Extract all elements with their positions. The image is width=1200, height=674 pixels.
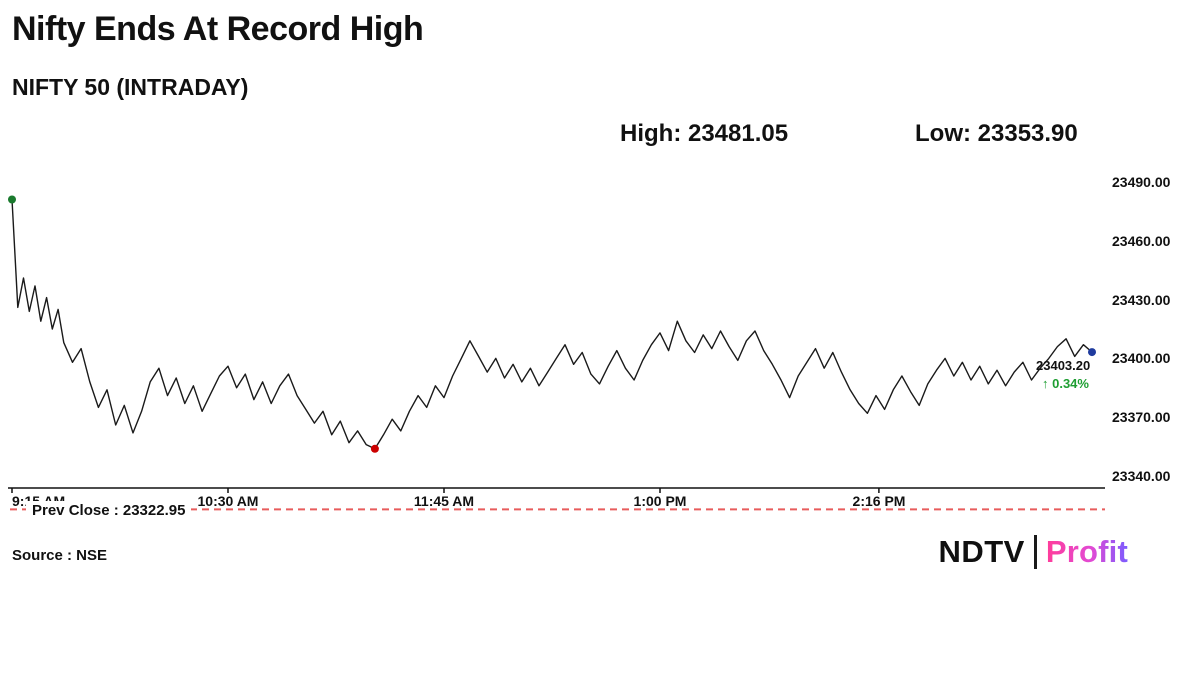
y-axis-label: 23490.00 xyxy=(1112,174,1171,190)
low-marker xyxy=(370,444,379,453)
chart-subtitle: NIFTY 50 (INTRADAY) xyxy=(12,74,249,100)
x-axis-label: 11:45 AM xyxy=(413,493,475,509)
prev-close-label: Prev Close : 23322.95 xyxy=(26,501,192,520)
y-axis-label: 23430.00 xyxy=(1112,292,1171,308)
last-price-label: 23403.20 xyxy=(1036,358,1091,374)
logo-profit-text: Profit xyxy=(1045,534,1128,569)
x-axis-label: 10:30 AM xyxy=(197,493,259,509)
y-axis-label: 23340.00 xyxy=(1112,468,1171,484)
low-value: Low: 23353.90 xyxy=(915,120,1078,147)
page-title: Nifty Ends At Record High xyxy=(12,10,424,48)
last-marker xyxy=(1088,348,1096,357)
high-value: High: 23481.05 xyxy=(620,120,789,147)
y-axis-label: 23400.00 xyxy=(1112,350,1171,366)
y-axis-label: 23370.00 xyxy=(1112,409,1171,425)
ndtv-profit-logo: NDTV Profit xyxy=(938,534,1128,570)
logo-separator xyxy=(1033,535,1037,569)
open-marker xyxy=(8,195,16,204)
source-attribution: Source : NSE xyxy=(12,547,108,564)
logo-ndtv-text: NDTV xyxy=(938,534,1025,569)
y-axis-label: 23460.00 xyxy=(1112,233,1171,249)
price-line xyxy=(11,198,1093,450)
x-axis-label: 2:16 PM xyxy=(852,493,906,509)
x-axis-label: 1:00 PM xyxy=(633,493,687,509)
change-percent-label: ↑ 0.34% xyxy=(1042,376,1089,392)
